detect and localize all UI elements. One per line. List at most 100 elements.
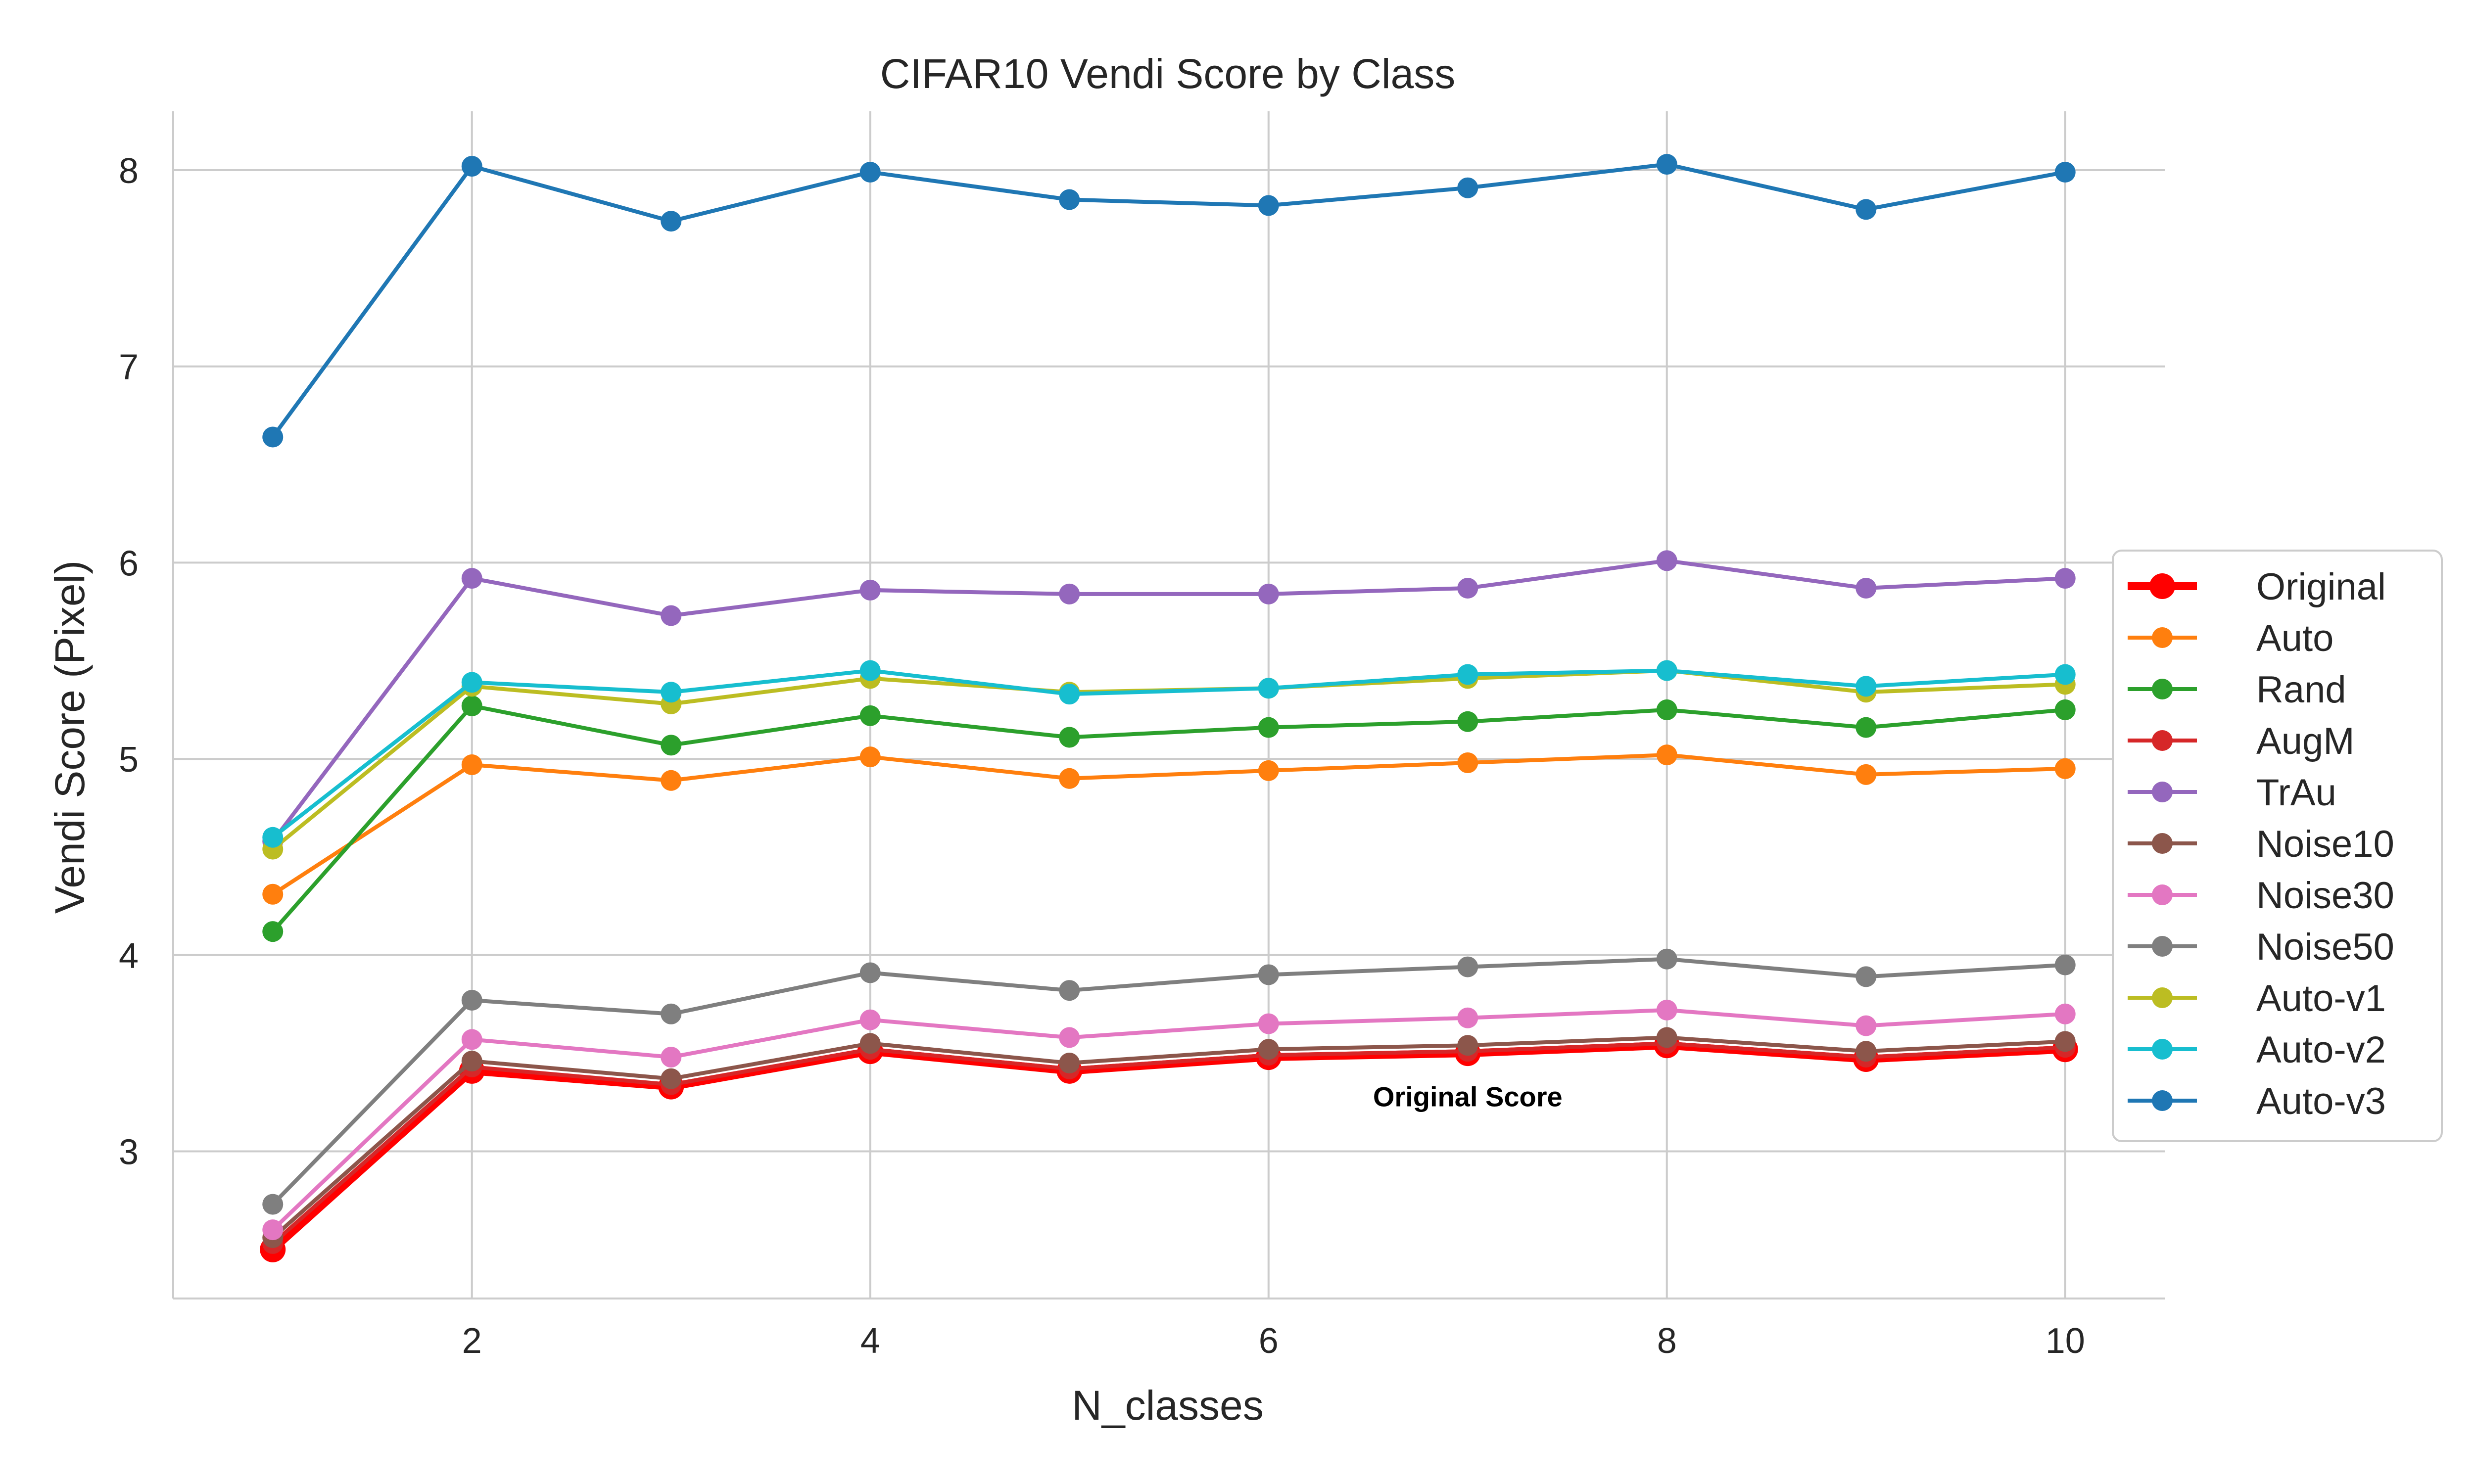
legend-swatch-marker — [2152, 627, 2173, 648]
legend-label: Auto — [2256, 617, 2333, 659]
x-tick-label: 8 — [1657, 1321, 1677, 1361]
legend-swatch-marker — [2152, 730, 2173, 751]
data-point — [1258, 717, 1279, 738]
y-axis-label: Vendi Score (Pixel) — [47, 560, 93, 914]
data-point — [1656, 999, 1677, 1020]
legend-swatch-marker — [2149, 573, 2175, 599]
data-point — [859, 962, 881, 983]
data-point — [461, 672, 482, 693]
data-point — [1059, 684, 1080, 705]
data-point — [1059, 1027, 1080, 1048]
data-point — [1258, 1039, 1279, 1060]
data-point — [859, 746, 881, 768]
data-point — [661, 735, 682, 756]
legend-label: AugM — [2256, 720, 2355, 762]
series-auto-v2 — [262, 660, 2076, 848]
data-point — [461, 695, 482, 716]
data-point — [1656, 550, 1677, 571]
legend-swatch-marker — [2152, 679, 2173, 699]
data-point — [1457, 177, 1478, 198]
legend-item-noise50: Noise50 — [2128, 926, 2394, 968]
x-tick-label: 2 — [462, 1321, 482, 1361]
data-point — [1059, 768, 1080, 789]
data-point — [661, 1047, 682, 1068]
data-point — [1856, 1015, 1877, 1036]
y-tick-label: 4 — [119, 936, 139, 976]
data-point — [1856, 577, 1877, 599]
annotations: Original Score — [1373, 1081, 1563, 1112]
data-point — [461, 1051, 482, 1071]
legend-item-auto-v3: Auto-v3 — [2128, 1080, 2386, 1122]
data-point — [2054, 758, 2076, 779]
chart-title: CIFAR10 Vendi Score by Class — [880, 50, 1456, 97]
data-point — [661, 605, 682, 626]
data-point — [2054, 664, 2076, 685]
data-point — [461, 754, 482, 775]
data-point — [1856, 199, 1877, 220]
legend-swatch-marker — [2152, 987, 2173, 1008]
legend-label: Rand — [2256, 669, 2346, 711]
legend-item-trau: TrAu — [2128, 772, 2336, 814]
series-group — [260, 154, 2078, 1262]
axes-spines — [172, 111, 2165, 1299]
data-point — [262, 1194, 284, 1215]
series-auto-v3 — [262, 154, 2076, 448]
data-point — [1059, 980, 1080, 1001]
legend-swatch-marker — [2152, 884, 2173, 905]
data-point — [661, 1003, 682, 1024]
data-point — [262, 827, 284, 848]
data-point — [262, 921, 284, 942]
legend: Original Auto Rand AugM TrAu Noise10 Noise30 No… — [2112, 550, 2443, 1142]
data-point — [2054, 954, 2076, 975]
series-line — [271, 1008, 2065, 1232]
data-point — [1856, 764, 1877, 785]
legend-label: Auto-v1 — [2256, 977, 2386, 1020]
legend-item-noise10: Noise10 — [2128, 823, 2394, 865]
series-line — [271, 668, 2065, 839]
data-point — [1656, 948, 1677, 970]
legend-item-auto-v1: Auto-v1 — [2128, 977, 2386, 1020]
data-point — [661, 770, 682, 791]
data-point — [1059, 189, 1080, 210]
series-noise30 — [262, 999, 2076, 1241]
data-point — [1856, 966, 1877, 987]
series-line — [271, 703, 2066, 933]
data-point — [1059, 583, 1080, 604]
legend-box — [2112, 550, 2443, 1142]
legend-label: Noise30 — [2256, 875, 2394, 917]
data-point — [1656, 699, 1677, 720]
data-point — [1258, 195, 1279, 216]
series-line — [270, 1041, 2066, 1252]
data-point — [262, 1219, 284, 1241]
data-point — [1457, 664, 1478, 685]
data-point — [1656, 744, 1677, 766]
data-point — [1258, 678, 1279, 699]
data-point — [661, 682, 682, 703]
data-point — [1856, 717, 1877, 738]
series-noise10 — [262, 1027, 2076, 1249]
series-rand — [262, 695, 2076, 942]
legend-swatch-marker — [2152, 833, 2173, 854]
data-point — [1258, 583, 1279, 604]
data-point — [859, 660, 881, 681]
x-tick-label: 4 — [860, 1321, 880, 1361]
data-point — [859, 579, 881, 601]
legend-swatch-marker — [2152, 1090, 2173, 1111]
data-point — [1258, 1013, 1279, 1034]
data-point — [2054, 161, 2076, 183]
data-point — [1258, 760, 1279, 781]
annotation-label: Original Score — [1373, 1081, 1563, 1112]
data-point — [661, 211, 682, 232]
data-point — [859, 705, 881, 726]
data-point — [2054, 1031, 2076, 1052]
data-point — [1656, 154, 1677, 175]
legend-swatch-marker — [2152, 1039, 2173, 1060]
series-line — [272, 753, 2065, 896]
y-tick-label: 7 — [119, 348, 139, 387]
data-point — [461, 156, 482, 177]
x-tick-label: 10 — [2046, 1321, 2085, 1361]
data-point — [1856, 676, 1877, 697]
legend-label: TrAu — [2256, 772, 2336, 814]
data-point — [461, 990, 482, 1011]
y-tick-label: 3 — [119, 1132, 139, 1172]
